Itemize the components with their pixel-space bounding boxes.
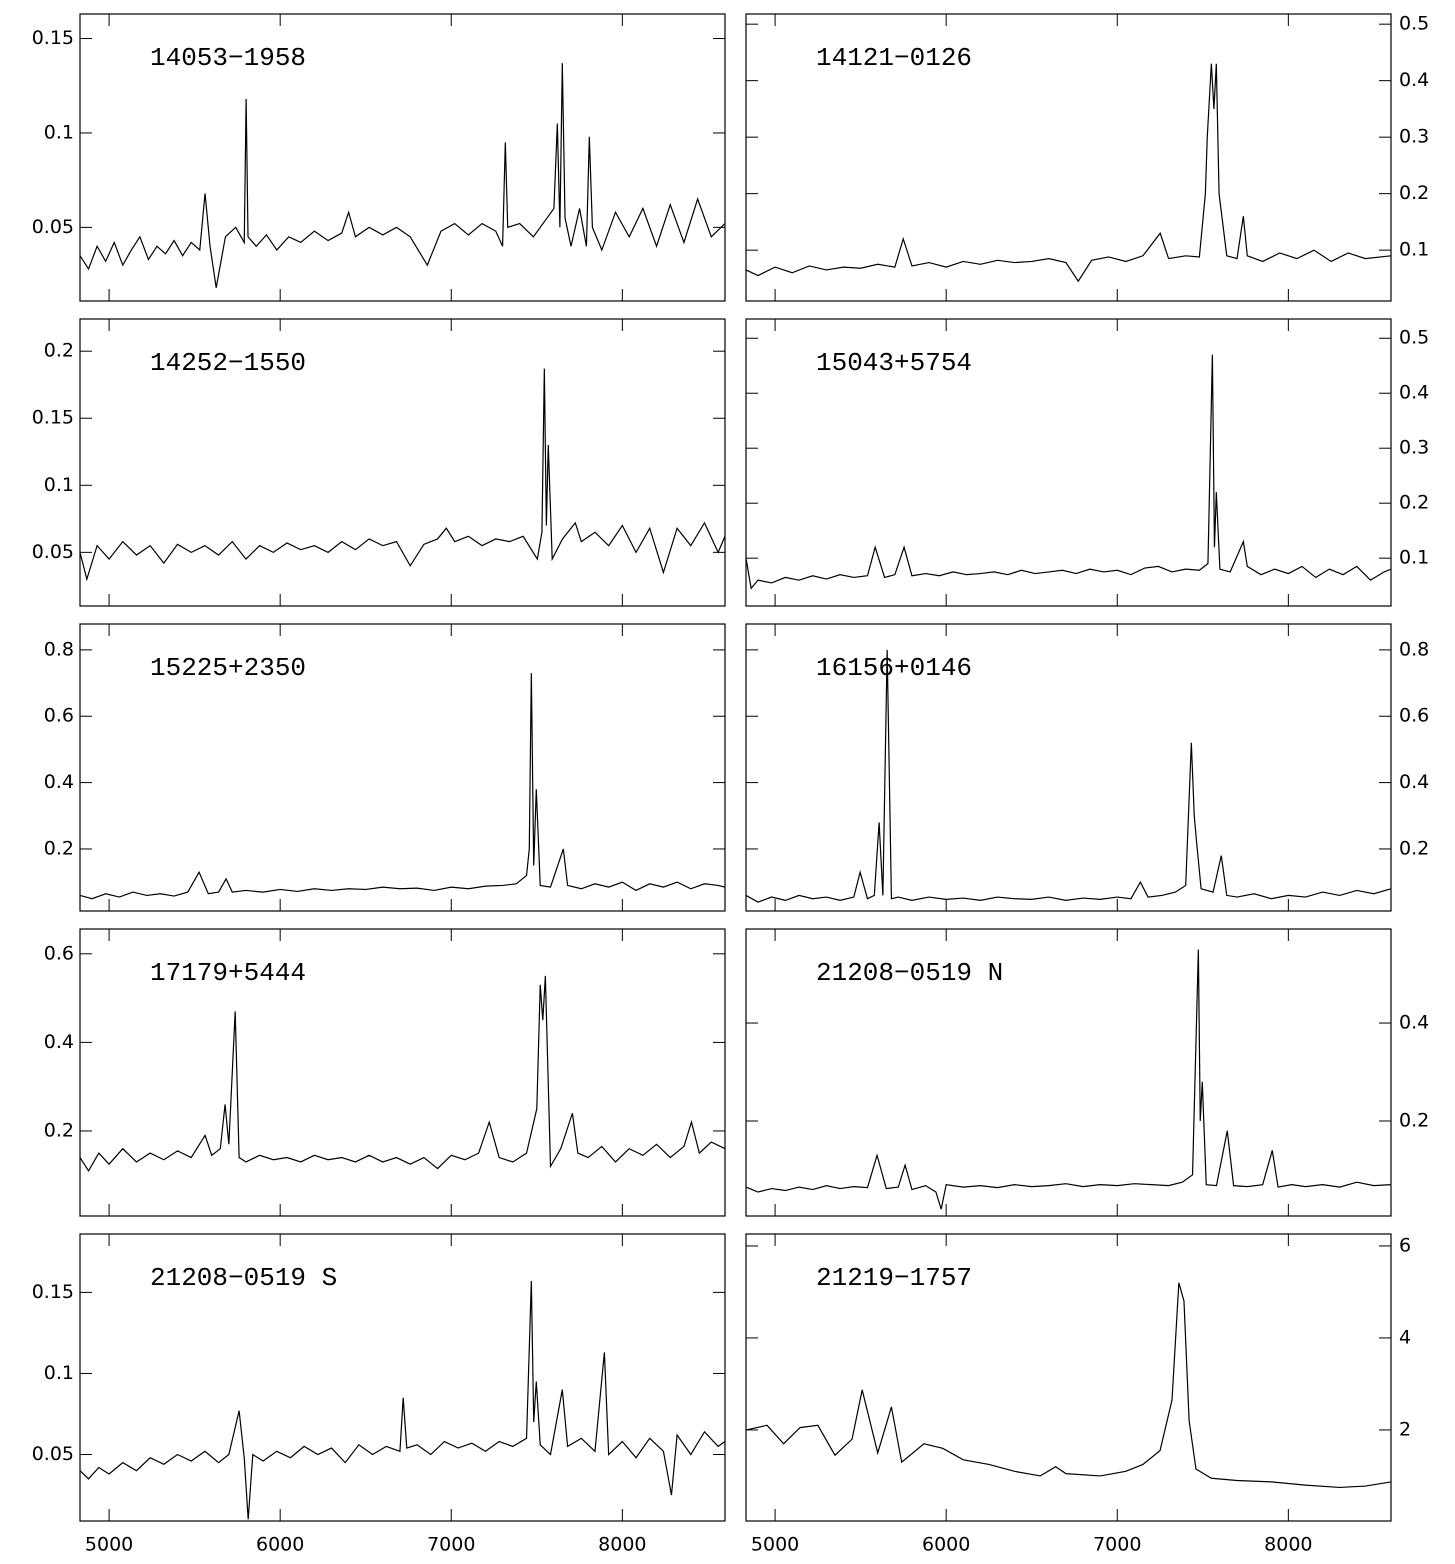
panel-frame bbox=[745, 623, 1392, 912]
y-tick-label: 0.4 bbox=[1399, 771, 1429, 793]
panel-label: 14252−1550 bbox=[150, 348, 306, 378]
panel-label: 17179+5444 bbox=[150, 958, 306, 988]
y-tick-label: 0.2 bbox=[1399, 837, 1429, 859]
panel-frame bbox=[79, 13, 726, 302]
x-tick-label: 8000 bbox=[1264, 1534, 1312, 1556]
panel: 0.1 0.2 0.3 0.4 0.5 15043+5754 bbox=[745, 318, 1429, 607]
panel: 0.1 0.2 0.3 0.4 0.5 14121−0126 bbox=[745, 13, 1429, 302]
y-tick-label: 0.4 bbox=[44, 771, 74, 793]
spectrum-line bbox=[80, 673, 725, 900]
panel-label: 14053−1958 bbox=[150, 43, 306, 73]
y-tick-label: 0.5 bbox=[1399, 13, 1429, 35]
panel-label: 21208−0519 S bbox=[150, 1263, 337, 1293]
y-tick-label: 4 bbox=[1399, 1326, 1411, 1348]
y-tick-label: 0.2 bbox=[1399, 492, 1429, 514]
spectrum-line bbox=[80, 975, 725, 1172]
y-tick-label: 0.3 bbox=[1399, 437, 1429, 459]
x-tick-label: 8000 bbox=[598, 1534, 646, 1556]
spectrum-line bbox=[80, 1281, 725, 1520]
y-tick-label: 0.4 bbox=[1399, 69, 1429, 91]
y-tick-label: 0.1 bbox=[1399, 239, 1429, 261]
x-tick-label: 7000 bbox=[427, 1534, 475, 1556]
y-tick-label: 0.5 bbox=[1399, 327, 1429, 349]
panel: 0.05 0.1 0.15 14053−1958 bbox=[32, 13, 726, 302]
spectrum-line bbox=[746, 354, 1391, 590]
panel-frame bbox=[745, 318, 1392, 607]
panel-frame bbox=[79, 623, 726, 912]
y-tick-label: 0.15 bbox=[32, 407, 74, 429]
y-tick-label: 0.1 bbox=[44, 474, 74, 496]
panel: 0.2 0.4 0.6 0.8 15225+2350 bbox=[44, 623, 726, 912]
y-tick-label: 0.6 bbox=[44, 942, 74, 964]
x-tick-label: 5000 bbox=[85, 1534, 133, 1556]
panel-label: 16156+0146 bbox=[816, 653, 972, 683]
y-tick-label: 0.05 bbox=[32, 1443, 74, 1465]
spectrum-line bbox=[746, 1282, 1391, 1489]
y-tick-label: 0.1 bbox=[1399, 547, 1429, 569]
y-tick-label: 0.3 bbox=[1399, 126, 1429, 148]
panel-label: 15225+2350 bbox=[150, 653, 306, 683]
x-tick-label: 6000 bbox=[922, 1534, 970, 1556]
panel-label: 21208−0519 N bbox=[816, 958, 1003, 988]
y-tick-label: 0.2 bbox=[44, 837, 74, 859]
panel-frame bbox=[79, 1233, 726, 1522]
panel-label: 14121−0126 bbox=[816, 43, 972, 73]
y-tick-label: 0.1 bbox=[44, 1362, 74, 1384]
panel: 5000 6000 7000 8000 2 4 6 21219−1757 bbox=[745, 1233, 1411, 1556]
y-tick-label: 0.05 bbox=[32, 216, 74, 238]
panel: 0.2 0.4 21208−0519 N bbox=[745, 928, 1429, 1217]
spectrum-line bbox=[746, 63, 1391, 283]
spectrum-line bbox=[80, 368, 725, 582]
y-tick-label: 0.8 bbox=[1399, 638, 1429, 660]
panel-frame bbox=[745, 1233, 1392, 1522]
panel: 0.05 0.1 0.15 0.2 14252−1550 bbox=[32, 318, 726, 607]
panel-frame bbox=[745, 13, 1392, 302]
spectrum-line bbox=[746, 649, 1391, 903]
y-tick-label: 0.8 bbox=[44, 638, 74, 660]
y-tick-label: 0.15 bbox=[32, 27, 74, 49]
y-tick-label: 0.4 bbox=[44, 1031, 74, 1053]
panel-frame bbox=[79, 318, 726, 607]
panel-label: 15043+5754 bbox=[816, 348, 972, 378]
y-tick-label: 0.2 bbox=[1399, 182, 1429, 204]
spectrum-line bbox=[80, 63, 725, 288]
y-tick-label: 2 bbox=[1399, 1418, 1411, 1440]
y-tick-label: 0.1 bbox=[44, 121, 74, 143]
y-tick-label: 0.6 bbox=[1399, 705, 1429, 727]
x-tick-label: 6000 bbox=[256, 1534, 304, 1556]
panel-frame bbox=[745, 928, 1392, 1217]
y-tick-label: 0.6 bbox=[44, 705, 74, 727]
y-tick-label: 0.2 bbox=[1399, 1109, 1429, 1131]
spectrum-line bbox=[746, 949, 1391, 1210]
y-tick-label: 0.4 bbox=[1399, 382, 1429, 404]
y-tick-label: 0.15 bbox=[32, 1281, 74, 1303]
x-tick-label: 5000 bbox=[751, 1534, 799, 1556]
panel: 0.2 0.4 0.6 0.8 16156+0146 bbox=[745, 623, 1429, 912]
y-tick-label: 6 bbox=[1399, 1234, 1411, 1256]
panel: 0.2 0.4 0.6 17179+5444 bbox=[44, 928, 726, 1217]
panel: 5000 6000 7000 8000 0.05 0.1 0.15 21208−0519 S bbox=[32, 1233, 726, 1556]
y-tick-label: 0.05 bbox=[32, 541, 74, 563]
y-tick-label: 0.2 bbox=[44, 1119, 74, 1141]
y-tick-label: 0.4 bbox=[1399, 1012, 1429, 1034]
y-tick-label: 0.2 bbox=[44, 340, 74, 362]
panel-label: 21219−1757 bbox=[816, 1263, 972, 1293]
panel-frame bbox=[79, 928, 726, 1217]
x-tick-label: 7000 bbox=[1093, 1534, 1141, 1556]
